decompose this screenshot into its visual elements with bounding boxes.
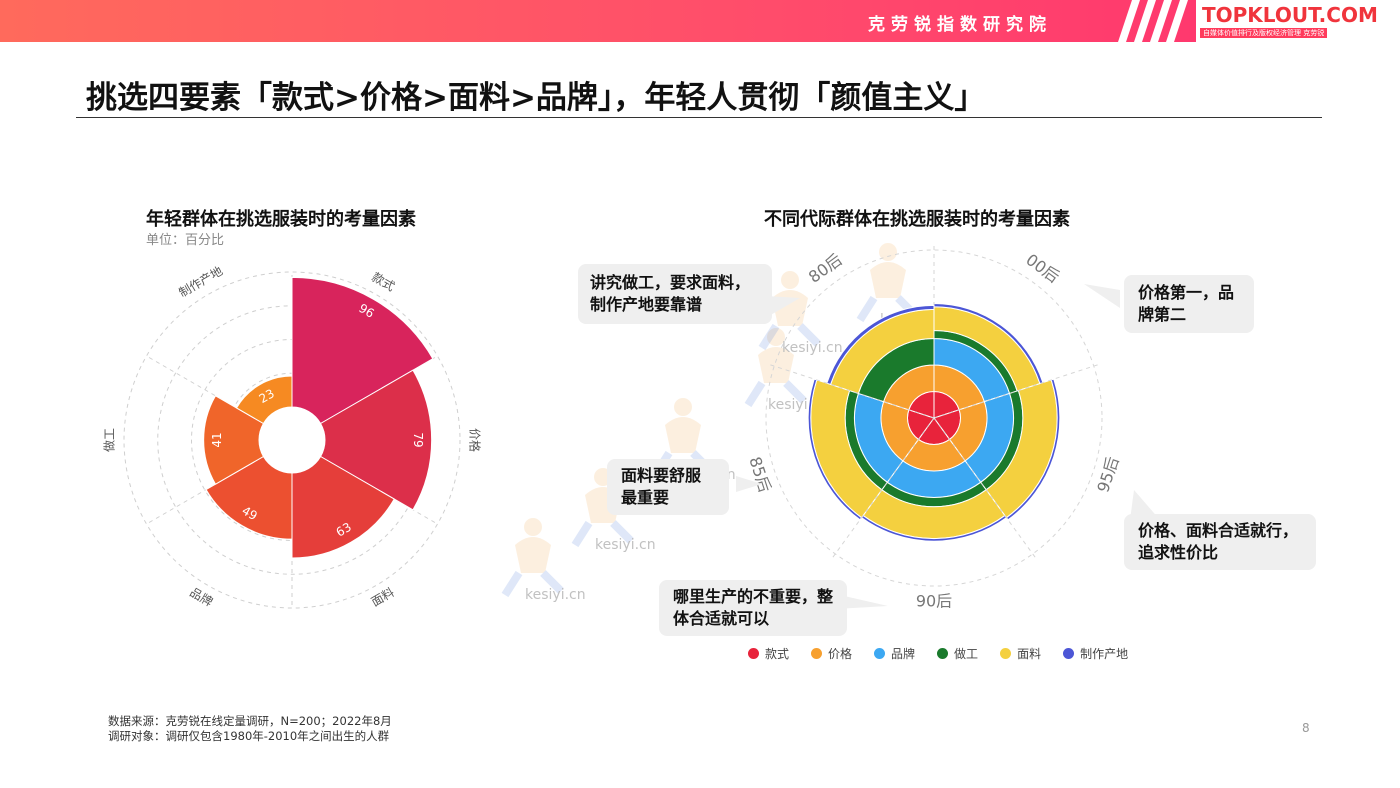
legend-item-brand[interactable]: 品牌	[874, 645, 915, 662]
watermark-body	[870, 262, 906, 298]
slice-value-label: 63	[334, 520, 354, 540]
top-banner: 克劳锐指数研究院 TOPKLOUT.COM 自媒体价值排行及版权经济管理 克劳锐	[0, 0, 1400, 42]
org-name: 克劳锐指数研究院	[868, 15, 1052, 35]
watermark-text: kesiyi.cn	[525, 587, 586, 603]
category-label: 品牌	[187, 585, 215, 609]
left-rose-chart: 96 款式 79 价格 63 面料 49 品牌 41 做工 23 制作产地	[102, 264, 483, 609]
watermark-head	[879, 243, 897, 261]
watermark-legs	[571, 520, 634, 548]
watermark-head	[781, 271, 799, 289]
logo-subtext: 自媒体价值排行及版权经济管理 克劳锐	[1200, 28, 1328, 38]
category-label: 制作产地	[176, 264, 225, 300]
category-label: 面料	[369, 585, 397, 609]
right-chart-title: 不同代际群体在挑选服装时的考量因素	[764, 209, 1070, 230]
right-polar-chart: kesiyi.cnkesiyi.cnkesiyi.cnkesiyi.cnkesi…	[501, 243, 1160, 611]
legend-item-price[interactable]: 价格	[811, 645, 852, 662]
slice-value-label: 96	[356, 301, 376, 321]
watermark-figure	[744, 328, 807, 408]
generation-label: 90后	[916, 592, 952, 611]
grid-spoke	[146, 355, 264, 424]
watermark-legs	[744, 380, 807, 408]
page-number: 8	[1302, 721, 1310, 735]
topklout-logo[interactable]: TOPKLOUT.COM 自媒体价值排行及版权经济管理 克劳锐	[1196, 0, 1400, 42]
watermark-head	[674, 398, 692, 416]
banner-stripes	[1118, 0, 1188, 42]
logo-text: TOPKLOUT.COM	[1202, 3, 1378, 27]
grid-ring	[123, 271, 461, 609]
category-label: 款式	[369, 270, 397, 294]
grid-spoke	[767, 363, 935, 419]
watermark-legs	[758, 323, 821, 351]
legend-dot	[874, 648, 886, 659]
bubble-95s: 价格、面料合适就行，追求性价比	[1124, 514, 1316, 570]
bubble-85s: 面料要舒服最重要	[607, 459, 729, 515]
legend-item-workmanship[interactable]: 做工	[937, 645, 978, 662]
watermark-body	[665, 417, 701, 453]
category-label: 做工	[102, 428, 117, 452]
generation-label: 80后	[805, 250, 846, 287]
footer-source: 数据来源：克劳锐在线定量调研，N=200；2022年8月	[108, 714, 392, 728]
outer-guide-ring	[765, 249, 1103, 587]
legend-dot	[748, 648, 759, 659]
left-chart-unit: 单位：百分比	[146, 233, 225, 248]
slice-value-label: 79	[411, 432, 425, 447]
legend-dot	[1063, 648, 1075, 659]
legend-dot	[811, 648, 823, 659]
watermark-text: kesiyi.cn	[595, 537, 656, 553]
bubble-90s: 哪里生产的不重要，整体合适就可以	[659, 580, 847, 636]
footer-notes: 数据来源：克劳锐在线定量调研，N=200；2022年8月 调研对象：调研仅包含1…	[108, 714, 392, 744]
watermark-text: kesiyi.cn	[782, 340, 843, 356]
grid-spoke	[933, 363, 1101, 419]
right-chart-legend: 款式 价格 品牌 做工 面料 制作产地	[748, 645, 1128, 662]
category-label: 价格	[468, 428, 483, 452]
left-chart-title: 年轻群体在挑选服装时的考量因素	[146, 209, 416, 230]
legend-dot	[1000, 648, 1012, 659]
generation-label: 00后	[1022, 250, 1063, 287]
footer-object: 调研对象：调研仅包含1980年-2010年之间出生的人群	[108, 729, 390, 743]
bubble-00s: 价格第一，品牌第二	[1124, 275, 1254, 333]
page-title: 挑选四要素「款式>价格>面料>品牌」，年轻人贯彻「颜值主义」	[86, 80, 986, 116]
watermark-head	[524, 518, 542, 536]
watermark-legs	[501, 570, 564, 598]
bubble-tail	[736, 476, 762, 492]
legend-dot	[937, 648, 949, 659]
center-hole	[259, 407, 325, 473]
grid-spoke	[146, 456, 264, 525]
watermark-head	[767, 328, 785, 346]
legend-item-style[interactable]: 款式	[748, 645, 789, 662]
watermark-body	[515, 537, 551, 573]
bubble-tail	[1084, 284, 1120, 308]
bubble-80s: 讲究做工，要求面料，制作产地要靠谱	[578, 264, 772, 324]
watermark-figure	[501, 518, 564, 598]
generation-label: 85后	[745, 454, 774, 494]
grid-spoke	[933, 417, 1038, 560]
bubble-tail	[1130, 490, 1160, 520]
grid-spoke	[830, 417, 935, 560]
slice-value-label: 23	[257, 386, 277, 406]
generation-label: 95后	[1093, 454, 1122, 494]
watermark-body	[758, 347, 794, 383]
title-divider	[76, 117, 1322, 118]
slice-value-label: 41	[210, 432, 224, 447]
slice-value-label: 49	[240, 503, 260, 523]
legend-item-origin[interactable]: 制作产地	[1063, 645, 1128, 662]
segment-制作产地-80后	[826, 304, 935, 386]
legend-item-fabric[interactable]: 面料	[1000, 645, 1041, 662]
